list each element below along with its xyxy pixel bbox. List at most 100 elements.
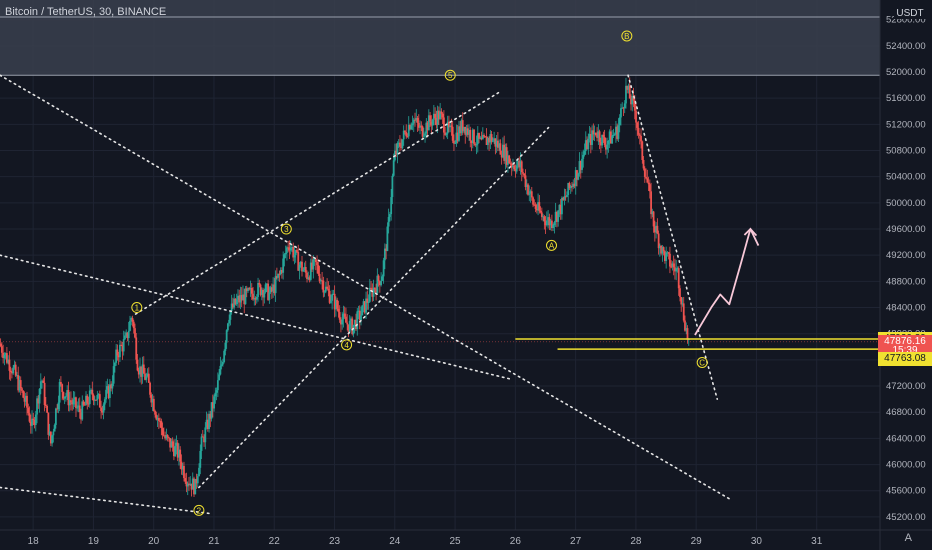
candle-body: [343, 313, 346, 317]
candle-body: [538, 202, 541, 211]
candle-body: [247, 288, 249, 292]
candle-body: [255, 296, 258, 300]
candle-body: [204, 427, 207, 443]
x-tick-label: 29: [691, 536, 703, 547]
candle-body: [62, 392, 65, 399]
candle-body: [631, 96, 634, 105]
wave-label-circle: [131, 302, 143, 314]
y-tick-label: 46800.00: [886, 407, 926, 418]
candle-body: [294, 250, 297, 256]
candle-body: [651, 211, 654, 215]
candle-body: [635, 110, 637, 123]
candle-body: [198, 467, 200, 477]
candle-body: [331, 294, 334, 301]
candle-body: [96, 395, 99, 401]
candle-body: [445, 133, 448, 135]
candle-body: [648, 184, 651, 192]
candle-body: [67, 390, 70, 406]
candle-body: [410, 125, 413, 130]
candle-body: [641, 141, 644, 160]
candle-body: [132, 321, 135, 329]
candle-body: [71, 402, 74, 405]
candle-body: [499, 143, 502, 155]
candle-body: [225, 330, 228, 343]
candle-body: [210, 402, 213, 419]
candle-body: [90, 389, 92, 391]
candle-body: [27, 407, 30, 414]
auto-scale-button[interactable]: A: [904, 532, 912, 544]
candle-body: [81, 401, 84, 420]
candle-body: [224, 342, 227, 351]
candle-body: [199, 450, 202, 468]
candle-body: [350, 318, 352, 321]
wave-label-circle: [193, 504, 205, 516]
candle-body: [414, 119, 416, 121]
candle-body: [514, 169, 517, 172]
candle-body: [93, 399, 96, 401]
candle-body: [422, 135, 425, 137]
candle-body: [235, 299, 238, 305]
y-tick-label: 50400.00: [886, 172, 926, 183]
candle-body: [267, 283, 269, 300]
candle-body: [513, 165, 516, 170]
candle-body: [543, 216, 546, 222]
wave-label: 1: [135, 304, 140, 313]
candle-body: [681, 303, 684, 305]
candle-body: [302, 269, 305, 272]
candle-body: [548, 217, 551, 226]
candle-body: [333, 293, 336, 310]
candle-body: [402, 130, 405, 140]
candle-body: [416, 117, 419, 123]
candle-body: [474, 143, 477, 146]
candle-body: [586, 140, 588, 150]
candle-body: [43, 382, 46, 406]
candle-body: [117, 355, 120, 358]
candle-body: [676, 268, 679, 270]
candle-body: [489, 134, 492, 143]
currency-label[interactable]: USDT: [894, 8, 926, 19]
candle-body: [308, 277, 311, 280]
candle-body: [329, 300, 332, 303]
candle-body: [336, 299, 339, 309]
candle-body: [353, 319, 356, 325]
candle-body: [29, 421, 32, 426]
candle-body: [319, 280, 322, 282]
candle-body: [550, 220, 553, 229]
candle-body: [229, 310, 232, 320]
candle-body: [100, 407, 102, 411]
candle-body: [367, 301, 370, 303]
candle-body: [314, 259, 317, 263]
candle-body: [73, 397, 76, 400]
candle-body: [184, 478, 187, 482]
candle-body: [377, 275, 380, 282]
candle-body: [136, 359, 139, 371]
candle-body: [519, 161, 522, 168]
candle-body: [362, 301, 365, 306]
candle-body: [120, 344, 123, 346]
candle-body: [216, 380, 219, 391]
candle-body: [121, 345, 124, 352]
candle-body: [547, 217, 550, 221]
candle-body: [574, 170, 577, 187]
candle-body: [146, 373, 149, 377]
candle-body: [510, 163, 513, 168]
x-tick-label: 20: [148, 536, 160, 547]
candle-body: [129, 320, 131, 331]
candle-body: [566, 194, 568, 198]
candle-body: [107, 386, 110, 398]
candle-body: [145, 376, 148, 380]
candle-body: [407, 125, 410, 137]
candle-body: [110, 384, 113, 389]
candle-body: [415, 117, 418, 121]
candle-body: [12, 367, 15, 374]
candle-body: [390, 197, 393, 215]
candle-body: [481, 135, 484, 140]
candle-body: [174, 445, 177, 457]
candle-body: [126, 332, 129, 339]
wave-label-circle: [280, 223, 292, 235]
candle-body: [559, 204, 562, 215]
candle-body: [508, 155, 511, 164]
candle-body: [439, 111, 442, 120]
